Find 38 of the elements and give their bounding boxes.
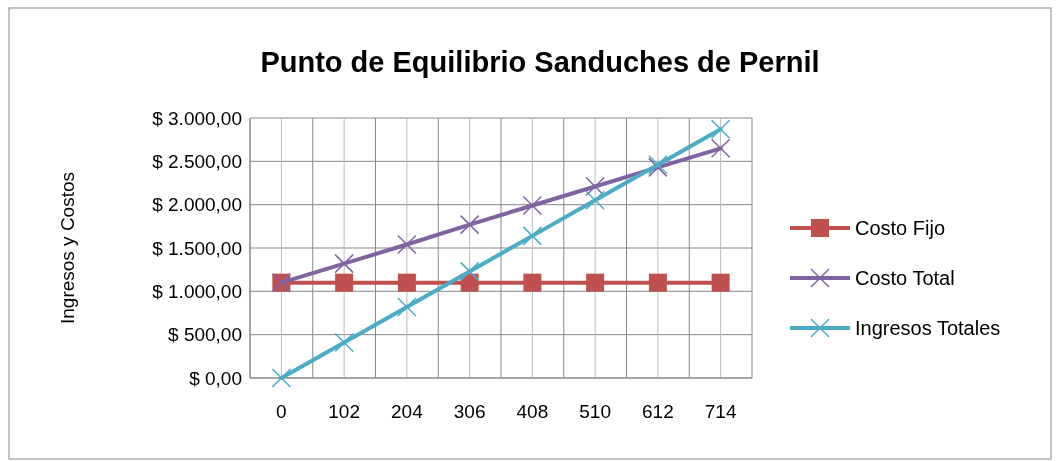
x-tick-label: 510: [579, 401, 611, 422]
point: [271, 368, 292, 388]
point: [585, 190, 605, 211]
point: [335, 273, 354, 292]
point: [522, 195, 543, 216]
y-axis-title: Ingresos y Costos: [57, 171, 78, 325]
y-tick-label: $ 3.000,00: [152, 107, 242, 129]
point: [459, 214, 480, 235]
point: [523, 273, 542, 292]
point: [397, 234, 417, 255]
x-tick-label: 714: [704, 401, 737, 422]
point: [334, 253, 354, 274]
y-tick-label: $ 1.500,00: [152, 237, 242, 259]
y-tick-label: $ 2.500,00: [152, 150, 242, 172]
legend-label: Costo Fijo: [855, 217, 946, 239]
chart-title: Punto de Equilibrio Sanduches de Pernil: [260, 46, 820, 78]
x-tick-label: 204: [391, 401, 424, 422]
y-tick-label: $ 1.000,00: [152, 280, 242, 302]
legend-label: Costo Total: [855, 267, 955, 289]
x-tick-label: 0: [276, 401, 287, 422]
point: [397, 297, 417, 317]
point: [710, 119, 731, 140]
legend-label: Ingresos Totales: [855, 317, 1001, 339]
y-tick-label: $ 0,00: [189, 367, 242, 389]
point: [710, 138, 731, 159]
x-tick-label: 306: [453, 401, 486, 422]
point: [586, 273, 605, 292]
point: [648, 273, 667, 292]
x-tick-label: 102: [328, 401, 360, 422]
point: [522, 226, 543, 246]
point: [397, 273, 416, 292]
point: [459, 261, 480, 282]
y-tick-label: $ 2.000,00: [152, 194, 242, 216]
point: [711, 273, 730, 292]
y-tick-label: $ 500,00: [168, 324, 242, 346]
x-tick-label: 612: [642, 401, 674, 422]
x-tick-label: 408: [516, 401, 549, 422]
point: [334, 332, 354, 353]
